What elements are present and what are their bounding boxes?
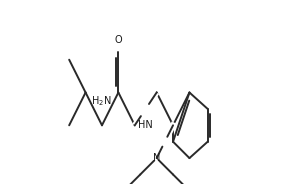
Text: HN: HN: [138, 120, 153, 130]
Text: O: O: [114, 35, 122, 45]
Text: H$_2$N: H$_2$N: [91, 94, 111, 108]
Text: N: N: [153, 153, 160, 163]
